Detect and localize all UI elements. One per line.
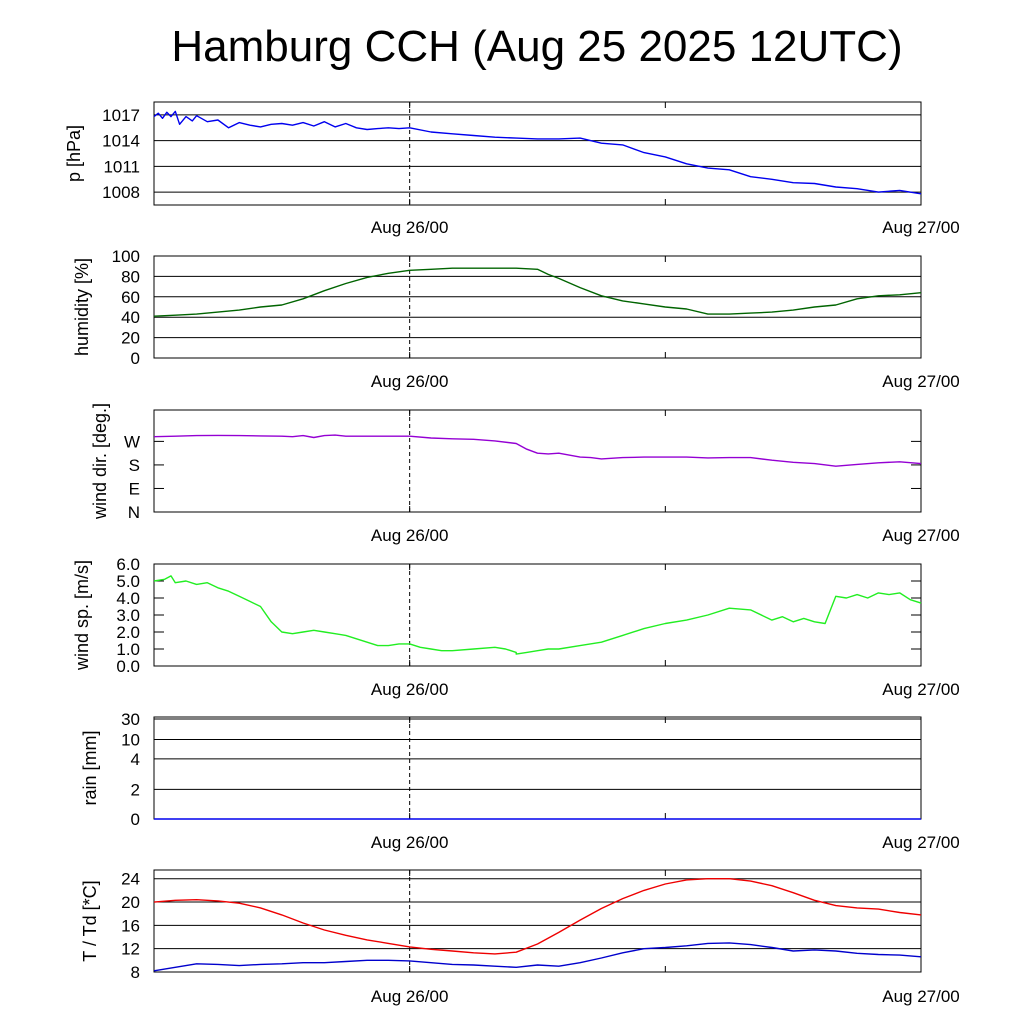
x-tick-label: Aug 27/00: [882, 526, 960, 545]
plot-frame: [153, 869, 922, 973]
humidity-series-line: [153, 267, 922, 317]
plot-frame: [153, 101, 922, 206]
y-tick-label: 2: [131, 780, 140, 799]
y-tick-label: 1014: [102, 132, 140, 151]
y-tick-label: 1011: [103, 157, 140, 176]
y-tick-label: W: [124, 432, 140, 451]
x-tick-label: Aug 27/00: [882, 833, 960, 852]
y-tick-label: E: [129, 479, 140, 498]
y-tick-label: 20: [121, 893, 140, 912]
y-tick-label: 1.0: [116, 640, 140, 659]
x-tick-label: Aug 26/00: [371, 218, 449, 237]
x-tick-label: Aug 26/00: [371, 526, 449, 545]
x-tick-label: Aug 27/00: [882, 680, 960, 699]
y-axis-title: T / Td [*C]: [80, 880, 100, 961]
x-tick-label: Aug 26/00: [371, 372, 449, 391]
y-tick-label: 1008: [102, 183, 140, 202]
y-tick-label: 0: [131, 349, 140, 368]
x-tick-label: Aug 26/00: [371, 987, 449, 1006]
y-tick-label: 100: [112, 247, 140, 266]
pressure-series-line: [153, 110, 922, 195]
y-tick-label: 60: [121, 288, 140, 307]
temperature-panel: 8 12 16 20 24 T / Td [*C] Aug 26/00 Aug 27/00: [80, 869, 960, 1006]
y-tick-label: 30: [121, 710, 140, 729]
y-tick-label: 6.0: [116, 555, 140, 574]
plot-frame: [153, 255, 922, 359]
wind-speed-panel: 0.01.02.03.04.05.06.0 wind sp. [m/s] Aug 2…: [72, 555, 960, 699]
y-tick-label: 20: [121, 329, 140, 348]
dewpoint-series-line: [153, 942, 922, 972]
y-tick-label: 2.0: [116, 623, 140, 642]
y-axis-title: rain [mm]: [80, 730, 100, 805]
y-tick-label: 5.0: [116, 572, 140, 591]
plot-frame: [153, 716, 922, 820]
y-tick-label: 80: [121, 267, 140, 286]
y-tick-label: 0.0: [116, 657, 140, 676]
y-axis-title: wind sp. [m/s]: [72, 560, 92, 671]
x-tick-label: Aug 26/00: [371, 833, 449, 852]
chart-title: Hamburg CCH (Aug 25 2025 12UTC): [171, 22, 903, 71]
x-tick-label: Aug 27/00: [882, 372, 960, 391]
y-tick-label: 1017: [102, 106, 140, 125]
y-tick-label: 0: [131, 810, 140, 829]
y-tick-label: N: [128, 503, 140, 522]
x-tick-label: Aug 27/00: [882, 987, 960, 1006]
y-axis-title: humidity [%]: [72, 258, 92, 356]
y-tick-label: 12: [121, 940, 140, 959]
y-tick-label: 4: [131, 750, 140, 769]
temperature-series-line: [153, 878, 922, 955]
wind_sp-series-line: [153, 575, 922, 655]
wind_dir-series-line: [153, 434, 922, 467]
y-tick-label: 4.0: [116, 589, 140, 608]
y-tick-label: 40: [121, 308, 140, 327]
y-tick-label: S: [129, 456, 140, 475]
x-tick-label: Aug 26/00: [371, 680, 449, 699]
x-tick-label: Aug 27/00: [882, 218, 960, 237]
plot-frame: [153, 409, 922, 513]
y-axis-title: wind dir. [deg.]: [90, 403, 110, 520]
y-tick-label: 3.0: [116, 606, 140, 625]
y-tick-label: 24: [121, 870, 140, 889]
y-axis-title: p [hPa]: [64, 125, 84, 182]
pressure-panel: 1008 1011 1014 1017 p [hPa] Aug 26/00 Aug 27/0…: [64, 101, 960, 237]
y-tick-label: 16: [121, 916, 140, 935]
y-tick-label: 8: [131, 963, 140, 982]
y-tick-label: 10: [121, 730, 140, 749]
